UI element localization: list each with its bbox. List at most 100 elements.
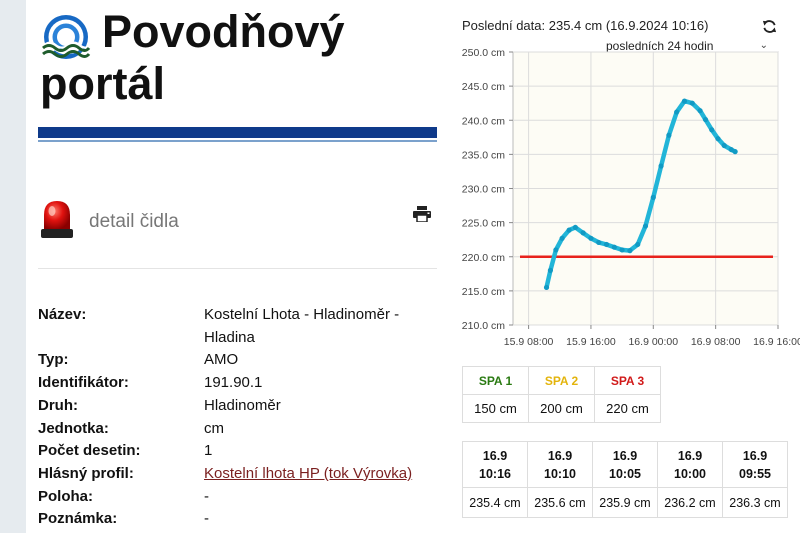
info-label: Poloha: (38, 487, 93, 505)
data-point (588, 235, 594, 241)
history-clock: 09:55 (739, 466, 771, 481)
data-point (715, 136, 721, 142)
data-point (635, 241, 641, 248)
y-tick-label: 210.0 cm (462, 320, 505, 332)
data-point (642, 223, 649, 229)
history-date: 16.9 (677, 448, 703, 463)
info-row: Hlásný profil: Kostelní lhota HP (tok Výr… (38, 463, 438, 486)
series-line (544, 98, 738, 290)
divider (38, 268, 437, 269)
data-point (559, 235, 565, 241)
info-label: Jednotka: (38, 419, 109, 437)
data-point (728, 146, 734, 153)
info-value: - (204, 510, 209, 528)
x-tick-label: 16.9 16:00 (753, 336, 800, 348)
y-tick-label: 250.0 cm (462, 47, 505, 59)
info-value: cm (204, 419, 224, 437)
logo-icon[interactable] (40, 14, 92, 66)
sensor-info-table: Název: Kostelní Lhota - Hladinoměr - Hlad… (38, 304, 438, 531)
water-level-chart: 210.0 cm 215.0 cm 220.0 cm 225.0 cm 230.0 cm… (462, 47, 800, 348)
site-title-line2: portál (40, 58, 166, 109)
data-point (547, 267, 554, 273)
history-table: 16.9 10:16 16.9 10:10 16.9 10:05 16.9 10:00 16.9… (462, 441, 788, 518)
site-title-line1: Povodňový (102, 6, 345, 57)
data-point (697, 108, 703, 114)
data-point (650, 194, 656, 200)
info-label: Identifikátor: (38, 374, 129, 392)
data-point (627, 248, 633, 254)
data-point (543, 284, 550, 291)
history-value: 236.3 cm (722, 487, 788, 518)
data-point (681, 98, 688, 104)
history-value: 236.2 cm (657, 487, 723, 518)
period-select[interactable]: posledních 24 hodin ⌄ (596, 38, 778, 54)
spa-table: SPA 1 SPA 2 SPA 3 150 cm 200 cm 220 cm (462, 366, 661, 423)
history-time: 16.9 10:10 (527, 441, 593, 488)
info-value: Kostelní lhota HP (tok Výrovka) (204, 463, 438, 486)
history-time: 16.9 10:05 (592, 441, 658, 488)
info-label: Druh: (38, 396, 78, 414)
data-point (666, 132, 672, 138)
data-point (709, 127, 715, 133)
detail-title: detail čidla (89, 211, 179, 232)
y-tick-label: 230.0 cm (462, 184, 505, 196)
chevron-down-icon: ⌄ (759, 40, 768, 51)
history-clock: 10:00 (674, 466, 706, 481)
info-row: Počet desetin: 1 (38, 440, 438, 463)
data-point (603, 241, 610, 248)
history-clock: 10:10 (544, 466, 576, 481)
info-row: Typ: AMO (38, 349, 438, 372)
spa-label: SPA 2 (528, 366, 595, 395)
header-bar-thin (38, 140, 437, 142)
refresh-icon[interactable] (762, 19, 777, 34)
info-value: 1 (204, 442, 213, 460)
history-date: 16.9 (742, 448, 768, 463)
y-tick-label: 220.0 cm (462, 252, 505, 264)
y-tick-label: 235.0 cm (462, 149, 505, 161)
history-time: 16.9 10:16 (462, 441, 528, 488)
data-point (572, 224, 578, 231)
x-tick-label: 15.9 08:00 (504, 336, 554, 348)
info-label: Počet desetin: (38, 442, 141, 460)
data-point (689, 100, 695, 106)
left-panel (26, 0, 450, 533)
y-tick-label: 225.0 cm (462, 218, 505, 230)
history-date: 16.9 (547, 448, 573, 463)
data-point (566, 227, 572, 233)
history-clock: 10:05 (609, 466, 641, 481)
history-date: 16.9 (482, 448, 508, 463)
info-row: Druh: Hladinoměr (38, 395, 438, 418)
info-row: Jednotka: cm (38, 418, 438, 441)
data-point (674, 109, 680, 115)
x-tick-label: 15.9 16:00 (566, 336, 616, 348)
spa-value: 150 cm (462, 394, 529, 423)
spa-value: 200 cm (528, 394, 595, 423)
profile-link[interactable]: Kostelní lhota HP (tok Výrovka) (204, 464, 413, 482)
info-value: Hladinoměr (204, 396, 281, 414)
data-point (580, 230, 586, 236)
site-title[interactable]: Povodňový portál (40, 6, 345, 110)
y-tick-label: 215.0 cm (462, 286, 505, 298)
history-value: 235.9 cm (592, 487, 658, 518)
data-point (702, 116, 709, 123)
spa-label: SPA 1 (462, 366, 529, 395)
info-label: Poznámka: (38, 510, 118, 528)
last-data-text: Poslední data: 235.4 cm (16.9.2024 10:16… (462, 18, 709, 33)
data-point (596, 239, 602, 246)
y-tick-label: 240.0 cm (462, 115, 505, 127)
data-point (732, 149, 738, 155)
x-tick-label: 16.9 08:00 (691, 336, 741, 348)
history-time: 16.9 10:00 (657, 441, 723, 488)
info-value: AMO (204, 351, 239, 369)
info-row: Název: Kostelní Lhota - Hladinoměr - Hlad… (38, 304, 438, 349)
data-point (658, 163, 664, 169)
y-tick-label: 245.0 cm (462, 81, 505, 93)
info-row: Poznámka: - (38, 508, 438, 531)
info-value: Kostelní Lhota - Hladinoměr - Hladina (204, 306, 400, 346)
siren-icon (41, 201, 73, 238)
history-date: 16.9 (612, 448, 638, 463)
history-time: 16.9 09:55 (722, 441, 788, 488)
print-icon[interactable] (413, 206, 431, 222)
history-value: 235.6 cm (527, 487, 593, 518)
x-tick-label: 16.9 00:00 (628, 336, 678, 348)
